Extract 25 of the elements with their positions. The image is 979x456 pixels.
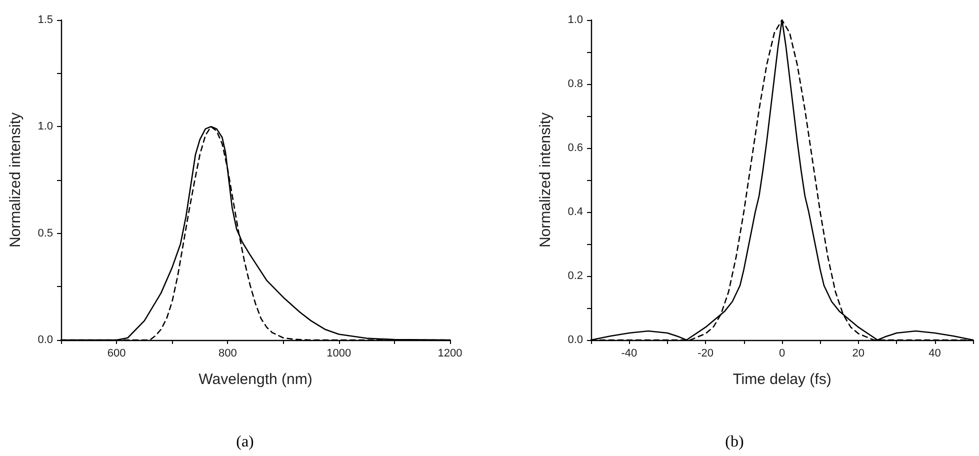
- y-tick-label: 0.8: [568, 78, 583, 90]
- text: (a): [236, 434, 254, 450]
- x-tick-label: 20: [852, 348, 865, 360]
- x-tick-label: 0: [778, 348, 786, 360]
- y-tick-label: 0.6: [568, 142, 583, 154]
- y-axis-title: Normalized intensity: [7, 112, 24, 248]
- x-tick-label: 800: [218, 348, 237, 360]
- text: (b): [725, 434, 744, 450]
- x-tick-label: 40: [928, 348, 941, 360]
- y-tick-label: 0.0: [568, 334, 583, 346]
- y-tick-label: 0.2: [568, 270, 583, 282]
- y-tick-label: 0.0: [38, 334, 53, 346]
- y-tick-label: 1.5: [38, 14, 53, 26]
- x-axis-title: Time delay (fs): [732, 371, 832, 388]
- x-tick-label: 1000: [326, 348, 352, 360]
- y-tick-label: 1.0: [568, 14, 583, 26]
- x-tick-label: 1200: [438, 348, 462, 360]
- y-tick-label: 1.0: [38, 120, 53, 133]
- y-tick-label: 0.4: [568, 206, 583, 218]
- y-axis-title: Normalized intensity: [537, 112, 554, 248]
- x-axis-title: Wavelength (nm): [198, 371, 312, 388]
- x-tick-label: 600: [107, 348, 126, 360]
- x-tick-label: -20: [698, 348, 714, 360]
- x-tick-label: -40: [621, 348, 638, 360]
- y-tick-label: 0.5: [38, 227, 53, 240]
